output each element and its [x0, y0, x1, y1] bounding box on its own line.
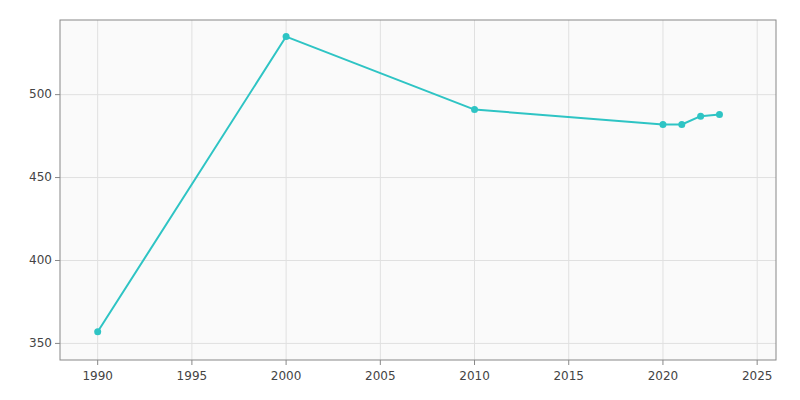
y-tick-label: 500 [29, 87, 52, 101]
y-tick [55, 343, 60, 344]
x-tick [474, 360, 475, 365]
y-tick [55, 177, 60, 178]
x-tick [286, 360, 287, 365]
plot-area [60, 20, 776, 360]
x-grid-line [757, 20, 758, 360]
y-tick-label: 350 [29, 336, 52, 350]
y-tick [55, 94, 60, 95]
x-tick-label: 2015 [553, 369, 584, 383]
y-tick-label: 400 [29, 253, 52, 267]
grid [60, 20, 776, 360]
chart-svg: 350 400 450 500 1990 1995 2000 2005 2010 2015 2020… [0, 0, 800, 400]
x-tick-label: 2025 [742, 369, 773, 383]
y-grid-line [60, 260, 776, 261]
x-tick [662, 360, 663, 365]
plot-frame [60, 20, 776, 360]
page: {"chart_data": {"type": "line", "x": [19… [0, 0, 800, 400]
x-tick-label: 2000 [271, 369, 302, 383]
x-tick-label: 2005 [365, 369, 396, 383]
x-grid-line [474, 20, 475, 360]
x-grid-line [286, 20, 287, 360]
point [471, 106, 478, 113]
x-tick [97, 360, 98, 365]
point [697, 113, 704, 120]
line [98, 37, 720, 332]
x-tick-label: 1995 [177, 369, 208, 383]
y-tick-label: 450 [29, 170, 52, 184]
x-tick [380, 360, 381, 365]
x-tick [568, 360, 569, 365]
x-tick-label: 1990 [82, 369, 113, 383]
x-grid-line [662, 20, 663, 360]
y-grid-line [60, 177, 776, 178]
x-tick [757, 360, 758, 365]
point [659, 121, 666, 128]
x-grid-line [97, 20, 98, 360]
x-tick-label: 2010 [459, 369, 490, 383]
chart-container: 350 400 450 500 1990 1995 2000 2005 2010 2015 2020… [0, 0, 800, 400]
x-tick [191, 360, 192, 365]
point [283, 33, 290, 40]
x-tick-label: 2020 [648, 369, 679, 383]
point [716, 111, 723, 118]
data-layer [94, 33, 723, 335]
x-grid-line [191, 20, 192, 360]
y-grid-line [60, 94, 776, 95]
y-grid-line [60, 343, 776, 344]
x-grid-line [568, 20, 569, 360]
axes: 350 400 450 500 1990 1995 2000 2005 2010 2015 2020… [29, 20, 776, 383]
y-tick [55, 260, 60, 261]
x-grid-line [380, 20, 381, 360]
point [94, 328, 101, 335]
point [678, 121, 685, 128]
